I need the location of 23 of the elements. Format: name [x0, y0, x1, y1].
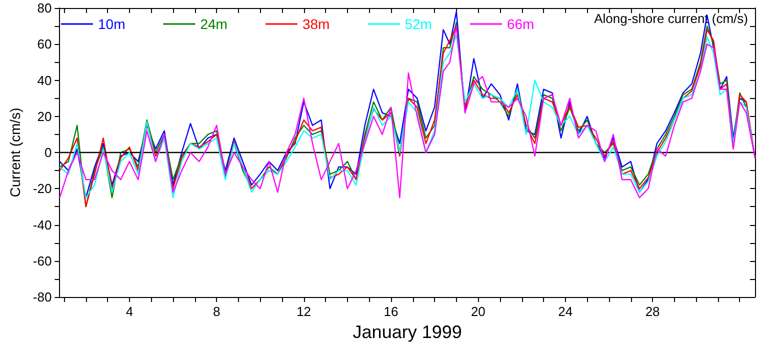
y-tick-label: -20: [32, 181, 52, 196]
legend-label: 24m: [200, 16, 228, 32]
x-tick-label: 20: [470, 304, 486, 319]
x-tick-label: 24: [558, 304, 573, 319]
x-axis-title: January 1999: [352, 322, 462, 342]
y-tick-label: 60: [37, 36, 52, 52]
x-tick-label: 4: [126, 304, 134, 319]
legend-label: 66m: [506, 16, 534, 32]
y-tick-label: 80: [37, 0, 52, 16]
y-tick-label: -80: [32, 290, 52, 304]
y-tick-label: 40: [37, 72, 52, 88]
x-tick-label: 12: [296, 304, 312, 319]
legend-label: 10m: [98, 16, 126, 32]
x-tick-label: 16: [384, 304, 398, 319]
y-tick-label: 0: [44, 145, 52, 160]
y-axis-title: Current (cm/s): [7, 108, 23, 198]
legend-label: 38m: [302, 16, 330, 32]
x-tick-label: 8: [213, 304, 220, 319]
y-tick-label: 20: [37, 108, 52, 124]
y-tick-label: -40: [32, 217, 52, 232]
legend-label: 52m: [404, 16, 432, 32]
x-tick-label: 28: [645, 304, 660, 319]
y-tick-label: -60: [32, 253, 52, 268]
